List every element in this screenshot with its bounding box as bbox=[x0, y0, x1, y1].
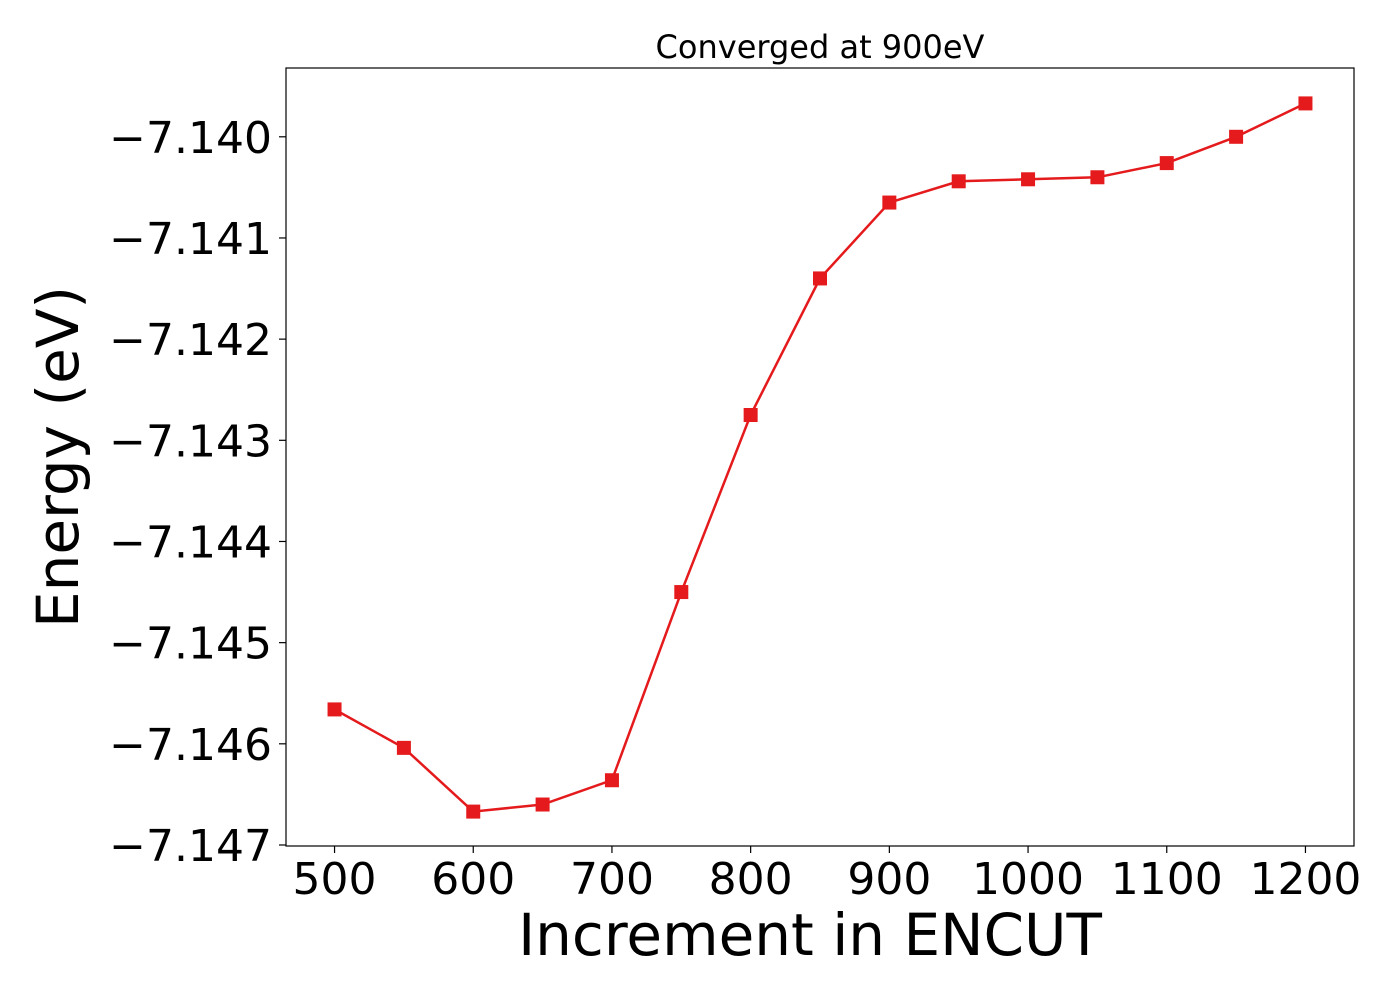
y-tick-label: −7.142 bbox=[109, 315, 272, 366]
x-axis: 500 600 700 800 900 1000 1100 1200 bbox=[293, 846, 1361, 905]
y-tick-label: −7.141 bbox=[109, 214, 272, 265]
data-point bbox=[951, 174, 966, 189]
data-point bbox=[1021, 172, 1036, 187]
x-tick-label: 1100 bbox=[1111, 854, 1223, 905]
x-axis-label: Increment in ENCUT bbox=[518, 901, 1102, 969]
series-line bbox=[333, 102, 1307, 813]
x-tick-label: 500 bbox=[293, 854, 377, 905]
data-point bbox=[604, 773, 619, 788]
data-point bbox=[813, 271, 827, 286]
data-point bbox=[466, 804, 481, 819]
y-tick-label: −7.145 bbox=[109, 619, 272, 670]
data-point bbox=[1229, 129, 1244, 144]
y-tick-label: −7.144 bbox=[109, 517, 272, 568]
y-tick-label: −7.140 bbox=[109, 113, 272, 164]
y-tick-label: −7.147 bbox=[109, 821, 272, 872]
data-point bbox=[1159, 156, 1174, 171]
y-tick-label: −7.143 bbox=[109, 416, 272, 467]
data-point bbox=[535, 797, 550, 812]
x-tick-label: 1200 bbox=[1249, 854, 1361, 905]
series-layer bbox=[327, 96, 1313, 819]
data-point bbox=[327, 702, 342, 717]
x-tick-label: 600 bbox=[431, 854, 515, 905]
data-point bbox=[1298, 96, 1313, 111]
data-point bbox=[743, 408, 758, 423]
data-point bbox=[882, 195, 897, 210]
y-axis-label: Energy (eV) bbox=[24, 286, 92, 628]
x-tick-label: 800 bbox=[709, 854, 793, 905]
data-point bbox=[396, 740, 411, 755]
chart-title: Converged at 900eV bbox=[656, 28, 985, 66]
x-tick-label: 700 bbox=[570, 854, 654, 905]
y-axis: −7.147 −7.146 −7.145 −7.144 −7.143 −7.142 −7.1… bbox=[109, 113, 286, 872]
x-tick-label: 1000 bbox=[972, 854, 1084, 905]
x-tick-label: 900 bbox=[847, 854, 931, 905]
y-tick-label: −7.146 bbox=[109, 720, 272, 771]
plot-frame bbox=[285, 67, 1355, 847]
data-point bbox=[1090, 170, 1105, 185]
data-point bbox=[674, 585, 689, 600]
